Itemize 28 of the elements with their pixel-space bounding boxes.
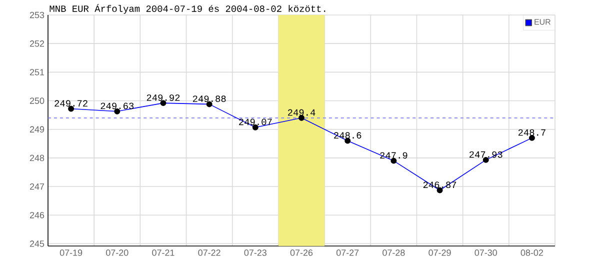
y-tick-label: 252	[30, 40, 44, 47]
x-tick-label: 07-22	[198, 250, 220, 256]
y-tick-label: 249	[30, 126, 44, 133]
x-tick-label: 07-26	[290, 250, 313, 256]
x-tick-label: 07-23	[244, 250, 266, 256]
y-tick-label: 250	[30, 98, 44, 104]
data-label: 249.63	[100, 102, 134, 110]
y-tick-label: 247	[30, 183, 44, 190]
x-tick-label: 08-02	[520, 250, 543, 256]
data-label: 249.72	[54, 100, 88, 107]
y-tick-label: 251	[30, 69, 44, 76]
data-label: 249.92	[146, 94, 180, 101]
chart-title: MNB EUR Árfolyam 2004-07-19 és 2004-08-02 között.	[50, 4, 326, 14]
x-tick-label: 07-29	[428, 250, 451, 256]
y-tick-label: 248	[30, 154, 44, 162]
y-tick-label: 245	[30, 240, 44, 247]
x-tick-label: 07-27	[336, 250, 359, 256]
y-tick-label: 246	[30, 212, 44, 218]
data-label: 247.9	[380, 152, 408, 159]
x-tick-label: 07-28	[382, 250, 405, 256]
x-tick-label: 07-21	[152, 250, 174, 256]
x-tick-label: 07-30	[474, 250, 497, 256]
x-tick-label: 07-20	[106, 250, 128, 256]
x-tick-label: 07-19	[60, 250, 82, 256]
data-label: 248.7	[518, 129, 546, 136]
data-label: 249.88	[192, 96, 226, 102]
y-tick-label: 253	[30, 12, 44, 18]
data-label: 249.4	[288, 109, 316, 116]
